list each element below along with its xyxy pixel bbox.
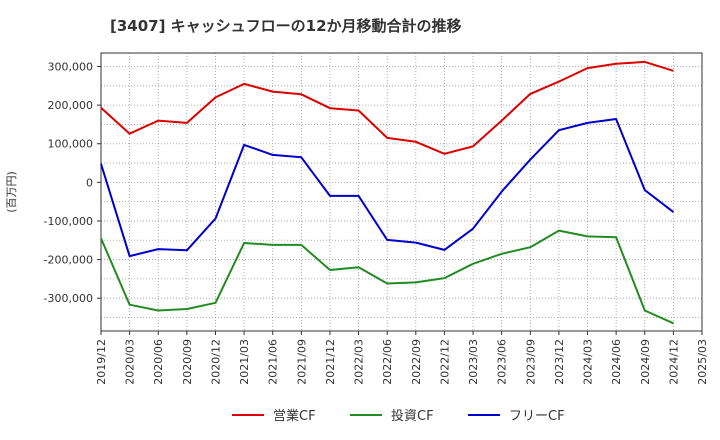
legend-label: 営業CF: [273, 408, 316, 424]
x-tick-label: 2022/12: [438, 339, 451, 385]
series-lines: [100, 60, 675, 325]
x-tick-label: 2019/12: [95, 339, 108, 385]
x-tick-label: 2024/12: [667, 339, 680, 385]
x-tick-label: 2022/09: [410, 339, 423, 385]
y-tick-label: -100,000: [44, 215, 93, 228]
x-tick-label: 2021/06: [267, 339, 280, 385]
x-tick-label: 2023/03: [467, 339, 480, 385]
legend-label: フリーCF: [509, 409, 565, 424]
y-tick-label: 100,000: [48, 138, 94, 151]
legend: 営業CF 投資CF フリーCF: [232, 408, 565, 424]
x-axis-ticks: 2019/12 2020/03 2020/06 2020/09 2020/12 2021/…: [95, 331, 709, 385]
series-line-2: [100, 229, 674, 325]
legend-label: 投資CF: [391, 408, 434, 424]
x-tick-label: 2024/09: [639, 339, 652, 385]
x-tick-label: 2020/09: [181, 339, 194, 385]
x-tick-label: 2020/12: [209, 339, 222, 385]
grid-lines: [100, 53, 703, 331]
chart-title: [3407] キャッシュフローの12か月移動合計の推移: [110, 17, 462, 35]
x-tick-label: 2021/03: [238, 339, 251, 385]
x-tick-label: 2021/12: [324, 339, 337, 385]
x-tick-label: 2023/09: [524, 339, 537, 385]
x-tick-label: 2022/03: [353, 339, 366, 385]
x-tick-label: 2020/03: [124, 339, 137, 385]
y-axis-title: (百万円): [5, 171, 18, 213]
y-tick-label: 0: [86, 176, 93, 189]
x-tick-label: 2024/06: [610, 339, 623, 385]
series-line-1: [100, 60, 674, 155]
x-tick-label: 2020/06: [152, 339, 165, 385]
series-line-3: [100, 118, 675, 258]
x-tick-label: 2025/03: [696, 339, 709, 385]
x-tick-label: 2021/09: [295, 339, 308, 385]
x-tick-label: 2023/06: [496, 339, 509, 385]
y-tick-label: 300,000: [48, 61, 94, 74]
y-tick-label: 200,000: [48, 99, 94, 112]
x-tick-label: 2022/06: [381, 339, 394, 385]
x-tick-label: 2023/12: [553, 339, 566, 385]
y-tick-label: -200,000: [44, 254, 93, 267]
y-axis-ticks: 300,000 200,000 100,000 0 -100,000 -200,000 -3…: [44, 61, 101, 305]
x-tick-label: 2024/03: [582, 339, 595, 385]
plot-area-frame: [100, 52, 703, 332]
y-tick-label: -300,000: [44, 292, 93, 305]
